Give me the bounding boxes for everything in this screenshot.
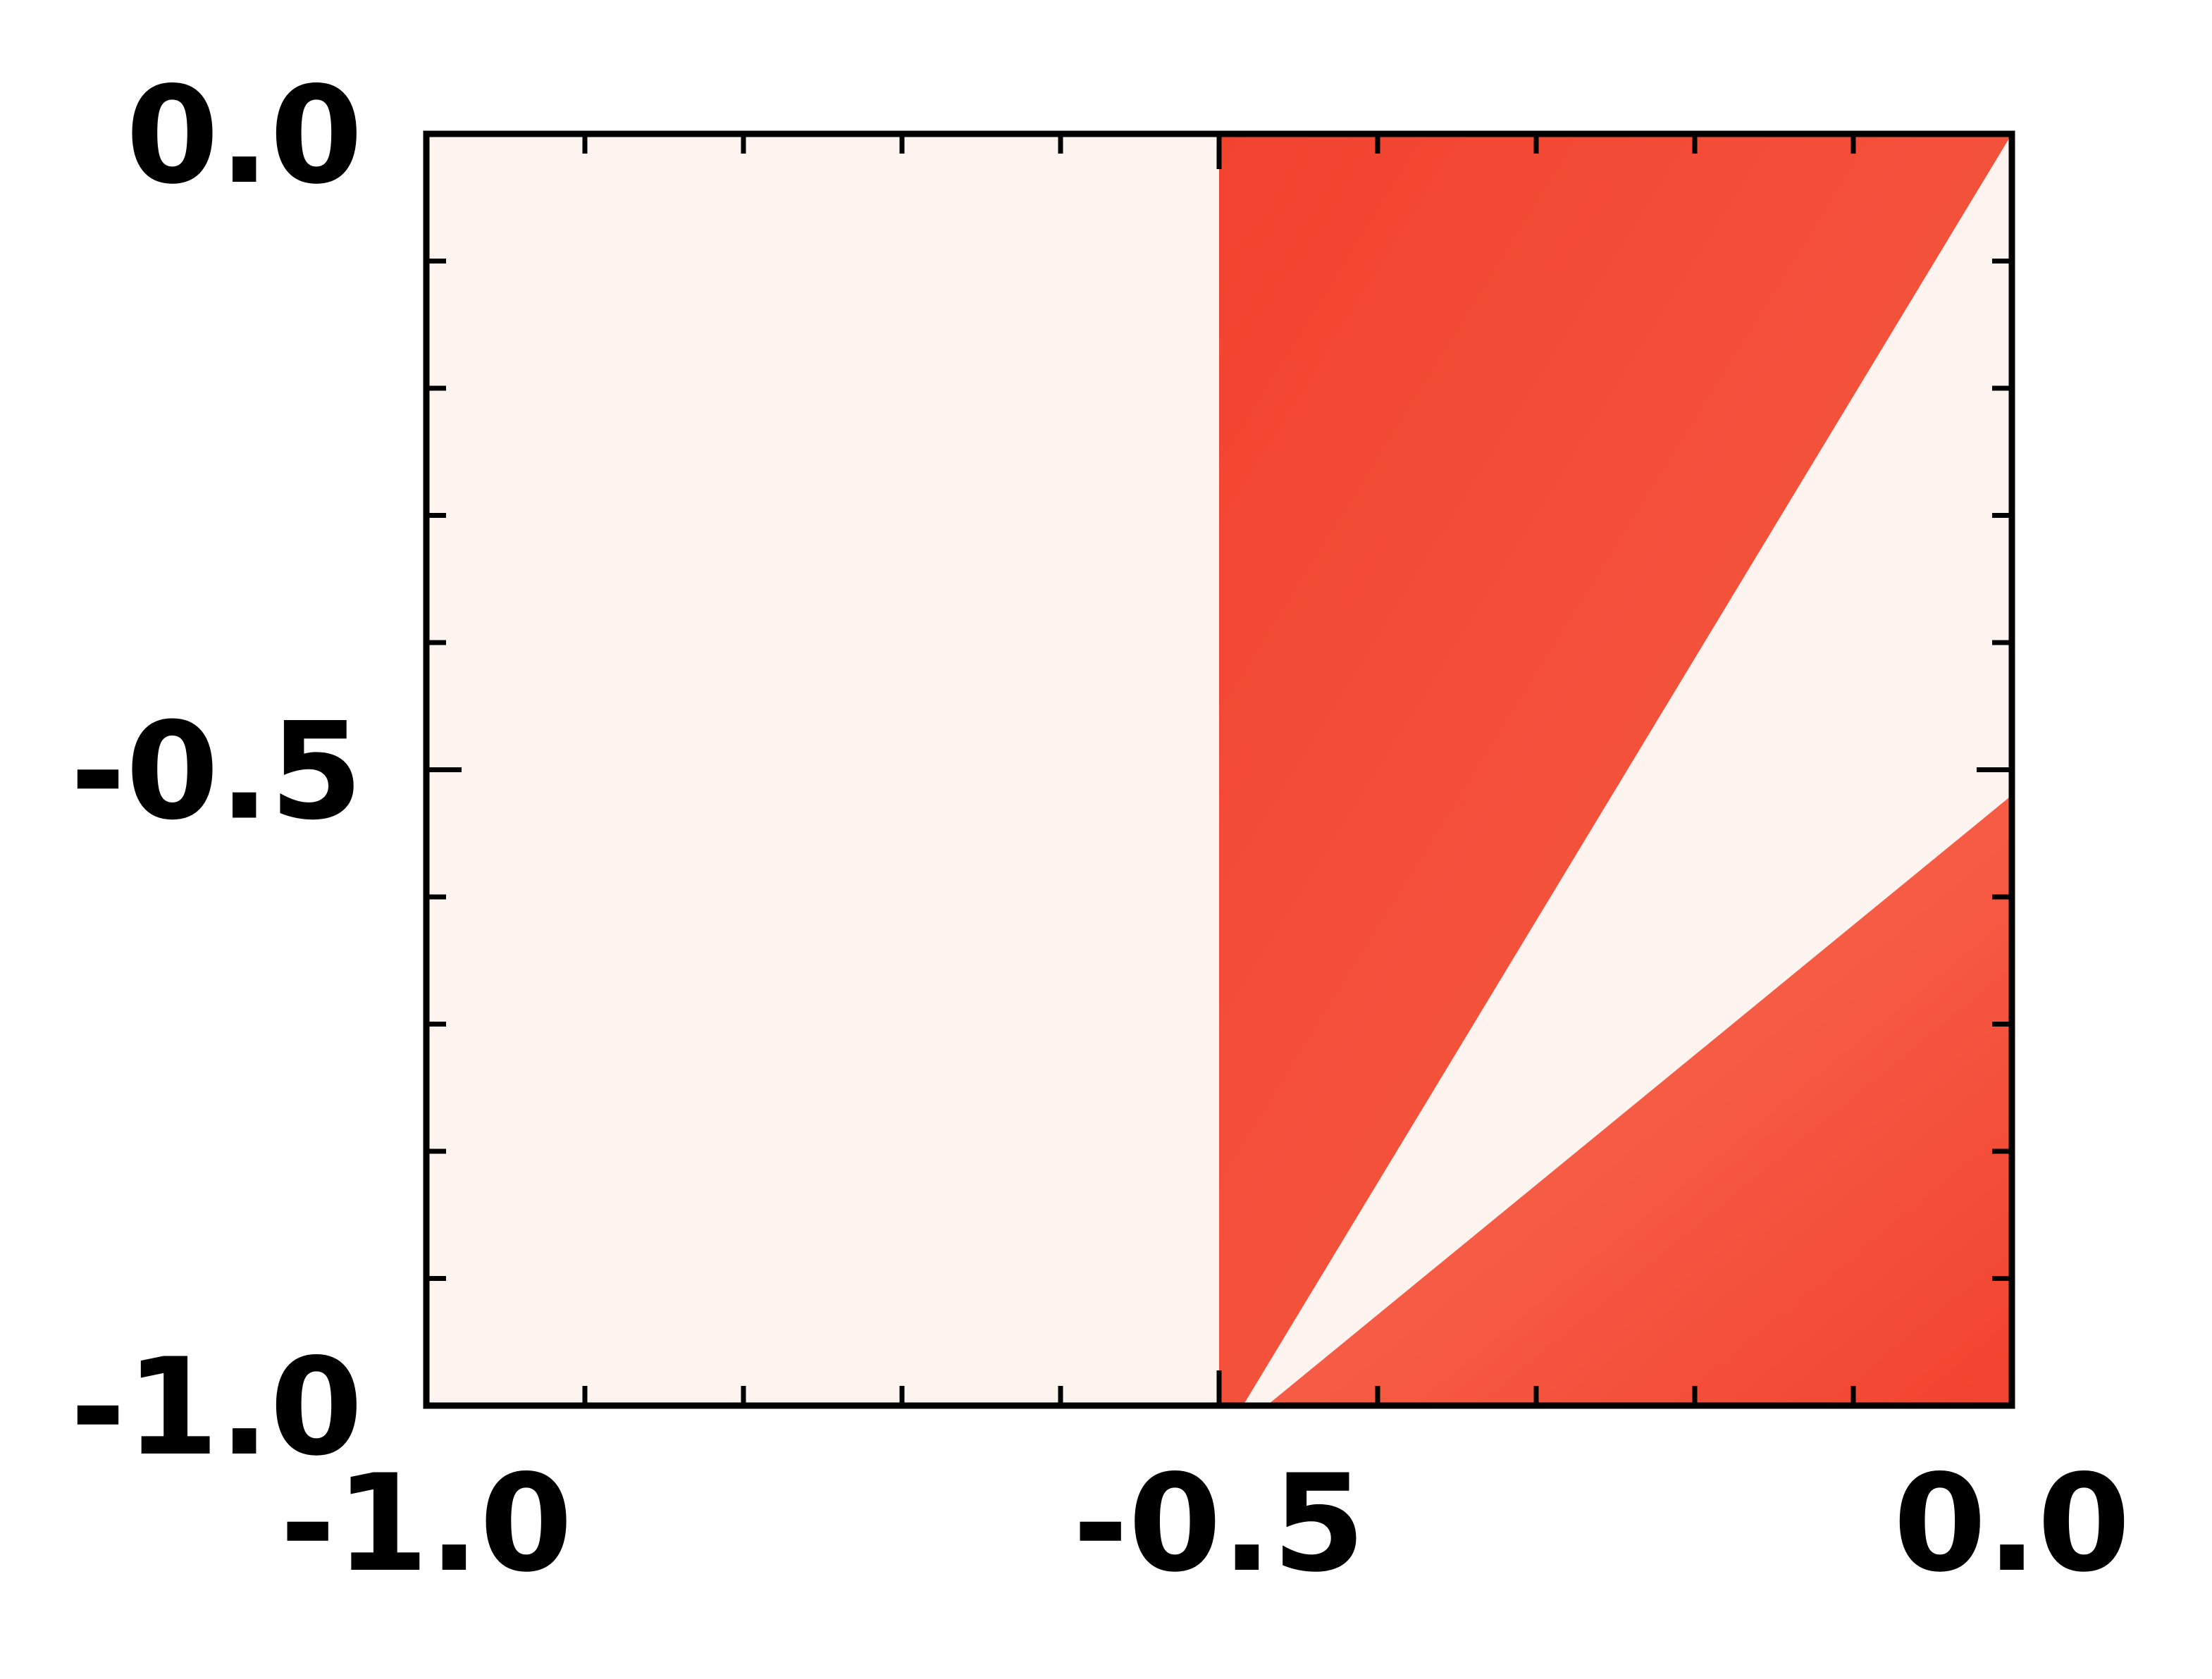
x-tick-label: -0.5 — [1073, 1446, 1365, 1601]
y-tick-label: 0.0 — [125, 58, 363, 213]
x-tick-label: -1.0 — [280, 1446, 572, 1601]
x-tick-label: 0.0 — [1893, 1446, 2131, 1601]
y-tick-label: -0.5 — [70, 694, 363, 850]
y-tick-labels: 0.0 -0.5 -1.0 — [70, 58, 363, 1485]
heatmap-region-upper-wedge — [1219, 134, 2012, 1406]
y-tick-label: -1.0 — [70, 1330, 363, 1485]
heatmap-region-lower-wedge — [1266, 795, 2012, 1406]
heatmap-region-left-blank — [426, 134, 1219, 1406]
axis-ticks — [426, 134, 2012, 1406]
plot-frame — [423, 130, 2015, 1409]
x-tick-labels: -1.0 -0.5 0.0 — [280, 1446, 2130, 1601]
plot-area — [426, 134, 2012, 1406]
